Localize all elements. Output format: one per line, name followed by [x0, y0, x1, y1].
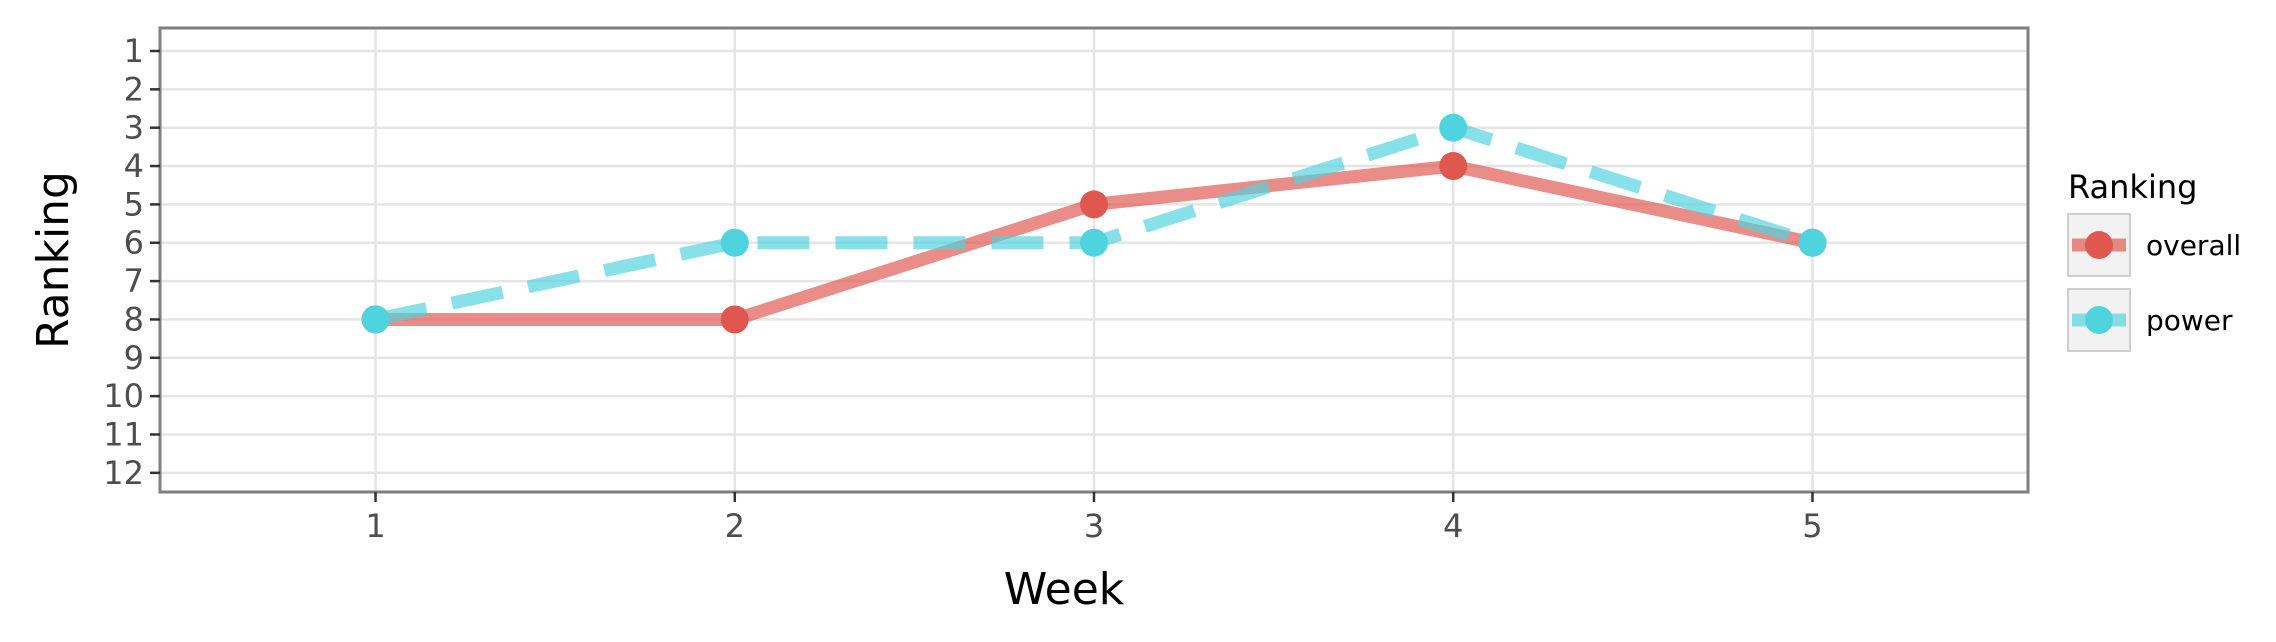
legend-label-power: power — [2146, 304, 2233, 337]
x-axis-title: Week — [1004, 564, 1125, 615]
y-tick-label: 4 — [124, 147, 144, 185]
y-tick-label: 10 — [103, 377, 144, 415]
x-tick-label: 4 — [1443, 507, 1463, 545]
y-tick-label: 5 — [124, 185, 144, 223]
x-tick-label: 1 — [365, 507, 385, 545]
y-tick-label: 8 — [124, 300, 144, 338]
series-layer — [361, 113, 1827, 334]
x-tick-label: 5 — [1802, 507, 1822, 545]
y-tick-label: 9 — [124, 339, 144, 377]
y-tick-label: 1 — [124, 32, 144, 70]
data-point-power — [1439, 113, 1468, 142]
y-tick-label: 2 — [124, 70, 144, 108]
data-point-overall — [1439, 152, 1468, 181]
legend: Ranking overall power — [2067, 168, 2241, 352]
y-tick-label: 6 — [124, 224, 144, 262]
data-point-power — [1080, 228, 1108, 257]
legend-key-point-overall — [2085, 231, 2113, 259]
y-tick-label: 12 — [103, 454, 144, 492]
y-tick-label: 7 — [124, 262, 144, 300]
y-tick-label: 11 — [103, 415, 144, 453]
y-tick-label: 3 — [124, 109, 144, 147]
y-axis-title: Ranking — [28, 171, 79, 349]
data-point-power — [361, 305, 390, 334]
legend-label-overall: overall — [2146, 229, 2241, 262]
x-tick-label: 2 — [725, 507, 745, 545]
data-point-overall — [720, 305, 749, 334]
data-point-power — [1798, 228, 1827, 257]
legend-title: Ranking — [2068, 168, 2197, 206]
data-point-power — [720, 228, 749, 257]
legend-key-point-power — [2085, 306, 2113, 334]
data-point-overall — [1080, 190, 1108, 219]
x-tick-label: 3 — [1084, 507, 1104, 545]
